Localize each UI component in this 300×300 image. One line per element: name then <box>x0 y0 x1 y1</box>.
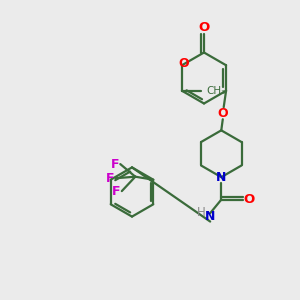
Text: O: O <box>178 57 189 70</box>
Text: N: N <box>205 210 215 223</box>
Text: O: O <box>244 193 255 206</box>
Text: H: H <box>197 206 206 219</box>
Text: CH₃: CH₃ <box>206 86 225 96</box>
Text: F: F <box>106 172 115 185</box>
Text: F: F <box>111 158 119 171</box>
Text: O: O <box>198 21 210 34</box>
Text: F: F <box>112 184 121 198</box>
Text: N: N <box>216 171 226 184</box>
Text: O: O <box>218 107 228 120</box>
